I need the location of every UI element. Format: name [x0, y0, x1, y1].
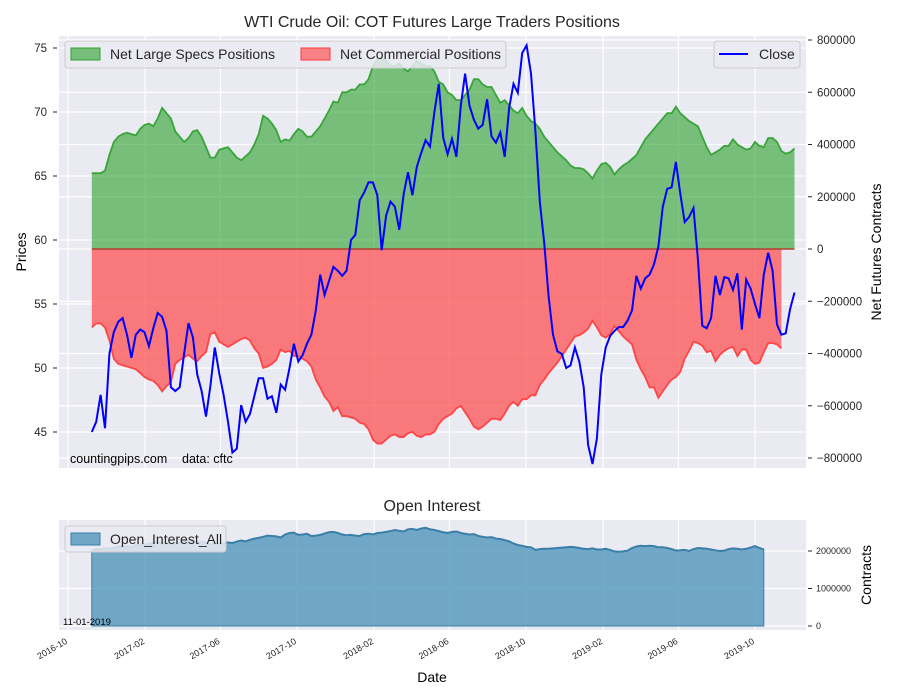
- area-net-large-specs: [91, 58, 795, 249]
- right-tick-label: 0: [817, 244, 823, 256]
- right-tick-label: −600000: [817, 401, 862, 413]
- left-axis-label: Prices: [13, 233, 29, 272]
- left-tick-label: 45: [34, 427, 47, 439]
- legend-close: Close: [713, 40, 801, 69]
- legend-swatch-oi: [70, 532, 101, 546]
- right-tick-label: −800000: [817, 453, 862, 465]
- right-tick-label: 800000: [817, 35, 855, 47]
- x-tick-label: 2017-02: [113, 636, 147, 661]
- legend-positions-box: [64, 40, 507, 69]
- legend-oi: Open_Interest_All: [64, 525, 227, 553]
- open-interest-title: Open Interest: [384, 498, 482, 515]
- left-tick-label: 65: [34, 171, 47, 183]
- main-areas: [91, 57, 796, 445]
- x-tick-label: 2018-02: [342, 636, 376, 661]
- oi-tick-label: 2000000: [816, 546, 851, 556]
- right-axis-label: Net Futures Contracts: [868, 184, 884, 321]
- legend-label-specs: Net Large Specs Positions: [110, 46, 275, 62]
- right-tick-label: −400000: [817, 349, 862, 361]
- left-axis-ticks: 45 50 55 60 65 70 75: [34, 43, 57, 439]
- right-tick-label: 400000: [817, 140, 855, 152]
- x-tick-label: 2017-06: [188, 636, 222, 661]
- legend-label-close: Close: [759, 46, 795, 62]
- x-axis-label: Date: [417, 669, 447, 685]
- main-chart-title: WTI Crude Oil: COT Futures Large Traders…: [244, 14, 620, 31]
- x-axis-ticks: 2016-10 2017-02 2017-06 2017-10 2018-02 2018-…: [35, 636, 756, 661]
- right-tick-label: 200000: [817, 192, 855, 204]
- oi-axis-ticks: 0 1000000 2000000: [808, 546, 851, 631]
- x-tick-label: 2018-10: [493, 636, 527, 661]
- x-tick-label: 2019-02: [571, 636, 605, 661]
- legend-swatch-specs: [70, 47, 101, 61]
- left-tick-label: 60: [34, 235, 47, 247]
- date-annotation: 11-01-2019: [63, 617, 111, 628]
- right-axis-ticks: −800000 −600000 −400000 −200000 0 200000 40000…: [808, 35, 862, 465]
- oi-tick-label: 1000000: [816, 584, 851, 594]
- line-close: [90, 42, 796, 465]
- source-annotation: data: cftc: [182, 452, 233, 466]
- x-tick-label: 2016-10: [35, 636, 69, 661]
- legend-swatch-commercial: [300, 47, 331, 61]
- site-annotation: countingpips.com: [70, 452, 167, 466]
- area-net-commercial: [91, 249, 782, 444]
- left-tick-label: 70: [34, 107, 47, 119]
- main-lines: [90, 42, 796, 465]
- right-tick-label: 600000: [817, 87, 855, 99]
- left-tick-label: 55: [34, 299, 47, 311]
- oi-tick-label: 0: [816, 621, 821, 631]
- x-tick-label: 2019-10: [722, 636, 756, 661]
- left-tick-label: 75: [34, 43, 47, 55]
- right-tick-label: −200000: [817, 296, 862, 308]
- legend-oi-box: [64, 525, 227, 553]
- legend-close-box: [713, 40, 801, 69]
- legend-label-oi: Open_Interest_All: [110, 531, 222, 547]
- oi-axis-label: Contracts: [858, 545, 874, 605]
- x-tick-label: 2019-06: [646, 636, 680, 661]
- line-net-large-specs: [91, 57, 796, 181]
- legend-positions: Net Large Specs Positions Net Commercial…: [64, 40, 507, 69]
- x-tick-label: 2017-10: [264, 636, 298, 661]
- left-tick-label: 50: [34, 363, 47, 375]
- legend-label-commercial: Net Commercial Positions: [340, 46, 501, 62]
- x-tick-label: 2018-06: [417, 636, 451, 661]
- line-net-commercial: [91, 319, 782, 445]
